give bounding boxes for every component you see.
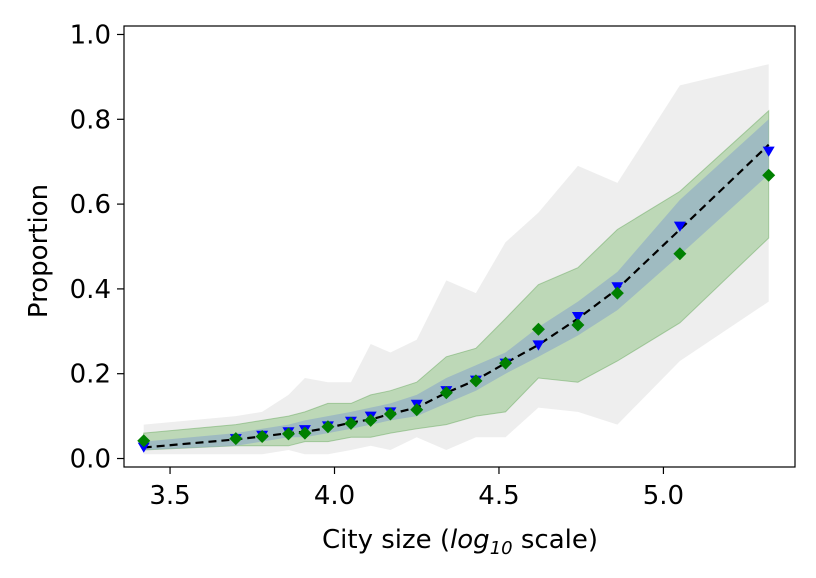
green-diamond-point bbox=[281, 427, 295, 441]
blue-triangle-point bbox=[532, 340, 545, 351]
mean-line-layer bbox=[143, 143, 770, 449]
green-diamond-point bbox=[469, 374, 483, 388]
x-tick-label: 5.0 bbox=[643, 481, 684, 511]
x-axis-label-log: log bbox=[450, 525, 490, 555]
green-diamond-point bbox=[571, 318, 585, 332]
x-tick-label: 4.5 bbox=[478, 481, 519, 511]
green-diamond-point bbox=[229, 432, 243, 446]
green-diamond-point bbox=[255, 429, 269, 443]
green-diamond-point bbox=[673, 247, 687, 261]
blue-triangle-point bbox=[673, 221, 686, 232]
green-diamond-point bbox=[531, 322, 545, 336]
blue-triangle-point bbox=[137, 442, 150, 453]
green-diamond-point bbox=[298, 426, 312, 440]
green-diamond-point bbox=[383, 407, 397, 421]
blue-band-layer bbox=[143, 119, 769, 451]
mean-line bbox=[143, 143, 770, 449]
green-diamond-point bbox=[410, 403, 424, 417]
x-tick-label: 4.0 bbox=[314, 481, 355, 511]
green-diamond-point bbox=[610, 286, 624, 300]
green-diamond-point bbox=[762, 168, 776, 182]
blue-band bbox=[143, 119, 769, 451]
x-tick-label: 3.5 bbox=[149, 481, 190, 511]
blue-triangle-point bbox=[571, 311, 584, 323]
y-tick-label: 0.2 bbox=[70, 360, 111, 390]
diamond-layer bbox=[137, 168, 776, 448]
x-axis-label-sub: 10 bbox=[490, 538, 513, 559]
y-tick-label: 1.0 bbox=[70, 20, 111, 50]
plot-frame bbox=[123, 25, 796, 468]
y-tick-label: 0.6 bbox=[70, 190, 111, 220]
green-diamond-point bbox=[344, 416, 358, 430]
green-diamond-point bbox=[321, 420, 335, 434]
x-axis-label-prefix: City size ( bbox=[322, 525, 450, 555]
y-tick-label: 0.0 bbox=[70, 445, 111, 475]
y-tick-label: 0.4 bbox=[70, 275, 111, 305]
y-axis-label: Proportion bbox=[24, 184, 54, 318]
y-axis: 0.0 0.2 0.4 0.6 0.8 1.0 bbox=[70, 20, 124, 475]
green-diamond-point bbox=[364, 413, 378, 427]
green-diamond-point bbox=[499, 356, 513, 370]
x-axis-label: City size (log10 scale) bbox=[322, 525, 598, 559]
blue-triangle-point bbox=[762, 146, 775, 157]
y-tick-label: 0.8 bbox=[70, 105, 111, 135]
x-axis: 3.5 4.0 4.5 5.0 bbox=[149, 467, 684, 511]
green-diamond-point bbox=[137, 434, 151, 448]
green-diamond-point bbox=[439, 386, 453, 400]
x-axis-label-suffix: scale) bbox=[513, 525, 598, 555]
